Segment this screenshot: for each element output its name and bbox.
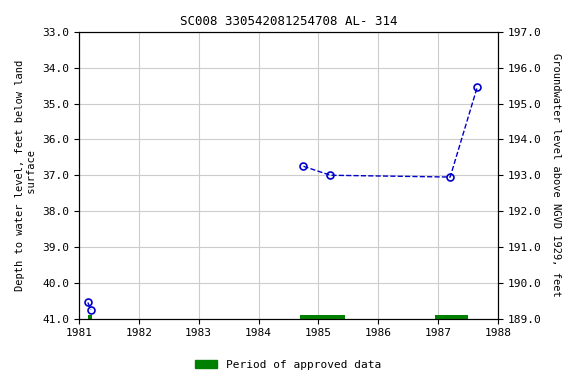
Bar [435, 315, 468, 322]
Y-axis label: Groundwater level above NGVD 1929, feet: Groundwater level above NGVD 1929, feet [551, 53, 561, 297]
Bar [88, 315, 92, 322]
Title: SC008 330542081254708 AL- 314: SC008 330542081254708 AL- 314 [180, 15, 397, 28]
Bar [301, 315, 346, 322]
Y-axis label: Depth to water level, feet below land
 surface: Depth to water level, feet below land su… [15, 60, 37, 291]
Legend: Period of approved data: Period of approved data [191, 356, 385, 375]
